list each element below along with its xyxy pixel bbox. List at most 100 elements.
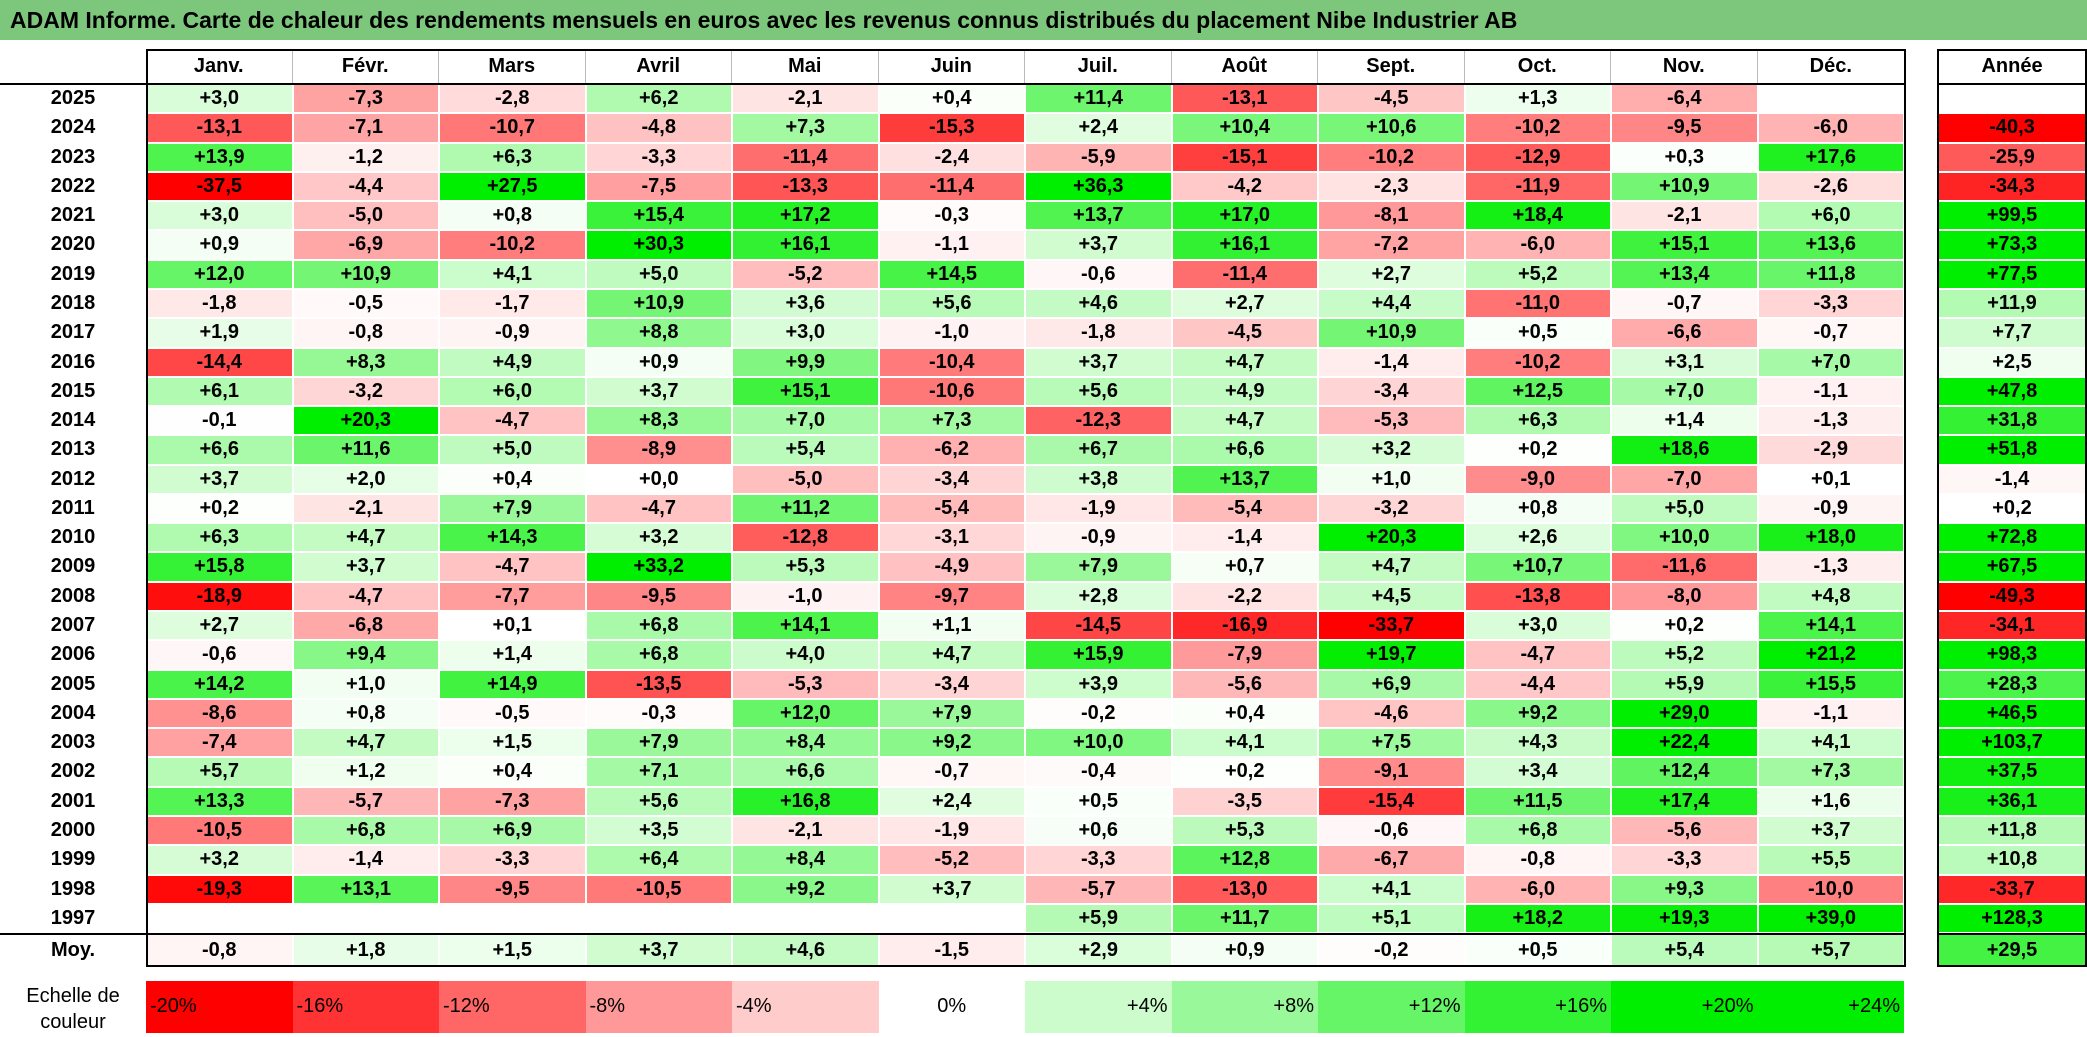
heatmap-cell: -3,4: [1319, 377, 1464, 406]
heatmap-cell: -4,7: [586, 494, 731, 523]
heatmap-cell: -12,8: [733, 524, 878, 552]
heatmap-cell: +1,1: [879, 612, 1024, 640]
average-cell: -0,2: [1319, 935, 1464, 966]
annual-cell: +2,5: [1938, 348, 2086, 376]
heatmap-cell: -10,7: [440, 114, 585, 142]
year-label: 2001: [50, 789, 96, 812]
heatmap-cell: -1,8: [1026, 319, 1171, 347]
annual-cell: +98,3: [1938, 641, 2086, 669]
heatmap-cell: +3,4: [1465, 758, 1610, 786]
year-label: 2008: [50, 584, 96, 607]
heatmap-cell: -8,9: [586, 436, 731, 464]
heatmap-cell: +10,9: [293, 260, 438, 288]
annual-cell: +67,5: [1938, 553, 2086, 581]
heatmap-cell: -10,5: [586, 875, 731, 903]
heatmap-cell: -13,0: [1172, 875, 1317, 903]
heatmap-cell: -2,4: [879, 143, 1024, 171]
heatmap-cell: -2,2: [1172, 582, 1317, 611]
heatmap-cell: +4,9: [440, 348, 585, 376]
color-scale-step: +24%: [1757, 981, 1904, 1033]
heatmap-cell: -3,1: [879, 524, 1024, 552]
year-label: 2004: [50, 701, 96, 724]
heatmap-cell: -4,8: [586, 114, 731, 142]
heatmap-cell: +14,5: [879, 260, 1024, 288]
heatmap-cell: [147, 904, 292, 933]
heatmap-cell: +0,0: [586, 465, 731, 493]
heatmap-cell: -7,0: [1612, 465, 1757, 493]
annual-cell: -25,9: [1938, 143, 2086, 171]
heatmap-cell: +5,4: [733, 436, 878, 464]
year-label: 2012: [50, 467, 96, 490]
heatmap-cell: -3,3: [1026, 846, 1171, 874]
heatmap-cell: +6,8: [586, 612, 731, 640]
heatmap-cell: +12,0: [733, 699, 878, 728]
heatmap-cell: +13,6: [1758, 231, 1903, 259]
annual-cell: +99,5: [1938, 202, 2086, 230]
annual-cell: +72,8: [1938, 524, 2086, 552]
month-header: Sept.: [1318, 49, 1465, 84]
heatmap-cell: +13,7: [1026, 202, 1171, 230]
heatmap-cell: -10,2: [440, 231, 585, 259]
heatmap-cell: +1,4: [1612, 407, 1757, 435]
heatmap-cell: +5,0: [440, 436, 585, 464]
heatmap-cell: +3,7: [1026, 348, 1171, 376]
heatmap-cell: +0,1: [440, 612, 585, 640]
heatmap-cell: +9,4: [293, 641, 438, 669]
heatmap-cell: -0,6: [1026, 260, 1171, 288]
heatmap-cell: +6,3: [1465, 407, 1610, 435]
heatmap-cell: -0,9: [1758, 494, 1903, 523]
heatmap-cell: -0,7: [1612, 289, 1757, 318]
color-scale-step: -16%: [292, 981, 439, 1033]
heatmap-cell: +7,0: [1612, 377, 1757, 406]
annual-cell: +36,1: [1938, 787, 2086, 815]
heatmap-cell: +2,0: [293, 465, 438, 493]
heatmap-cell: -7,7: [440, 582, 585, 611]
month-header: Mai: [732, 49, 879, 84]
heatmap-cell: +3,2: [1319, 436, 1464, 464]
heatmap-cell: +10,9: [1319, 319, 1464, 347]
heatmap-cell: -2,3: [1319, 172, 1464, 201]
color-scale-step: -20%: [146, 981, 293, 1033]
heatmap-cell: -9,0: [1465, 465, 1610, 493]
heatmap-cell: +10,9: [1612, 172, 1757, 201]
heatmap-cell: +6,3: [147, 524, 292, 552]
heatmap-cell: -4,7: [440, 407, 585, 435]
year-label: 2014: [50, 409, 96, 432]
heatmap-cell: -10,5: [147, 817, 292, 845]
heatmap-cell: +4,7: [293, 524, 438, 552]
heatmap-cell: +36,3: [1026, 172, 1171, 201]
heatmap-cell: +0,9: [147, 231, 292, 259]
heatmap-cell: +8,3: [293, 348, 438, 376]
heatmap-cell: -5,9: [1026, 143, 1171, 171]
year-label: 2006: [50, 643, 96, 666]
year-label: 2019: [50, 262, 96, 285]
heatmap-cell: +27,5: [440, 172, 585, 201]
average-annual-cell: +29,5: [1938, 935, 2086, 966]
year-label: 1999: [50, 848, 96, 871]
heatmap-cell: +10,0: [1026, 729, 1171, 757]
heatmap-cell: -6,6: [1612, 319, 1757, 347]
average-cell: +0,9: [1172, 935, 1317, 966]
annual-cell: -34,3: [1938, 172, 2086, 201]
heatmap-cell: +5,6: [879, 289, 1024, 318]
heatmap-cell: -14,5: [1026, 612, 1171, 640]
annual-cell: +47,8: [1938, 377, 2086, 406]
heatmap-cell: +7,5: [1319, 729, 1464, 757]
heatmap-cell: -5,2: [733, 260, 878, 288]
heatmap-cell: -7,3: [293, 85, 438, 113]
heatmap-cell: +15,1: [733, 377, 878, 406]
heatmap-cell: -12,9: [1465, 143, 1610, 171]
heatmap-cell: +8,3: [586, 407, 731, 435]
heatmap-cell: +5,1: [1319, 904, 1464, 933]
heatmap-cell: +11,4: [1026, 85, 1171, 113]
heatmap-cell: +29,0: [1612, 699, 1757, 728]
heatmap-cell: -3,3: [586, 143, 731, 171]
year-label: 2024: [50, 116, 96, 139]
heatmap-cell: +3,2: [586, 524, 731, 552]
heatmap-cell: +13,9: [147, 143, 292, 171]
heatmap-cell: +3,0: [147, 85, 292, 113]
heatmap-cell: -4,9: [879, 553, 1024, 581]
heatmap-cell: +15,8: [147, 553, 292, 581]
heatmap-cell: +1,0: [1319, 465, 1464, 493]
heatmap-cell: -15,1: [1172, 143, 1317, 171]
